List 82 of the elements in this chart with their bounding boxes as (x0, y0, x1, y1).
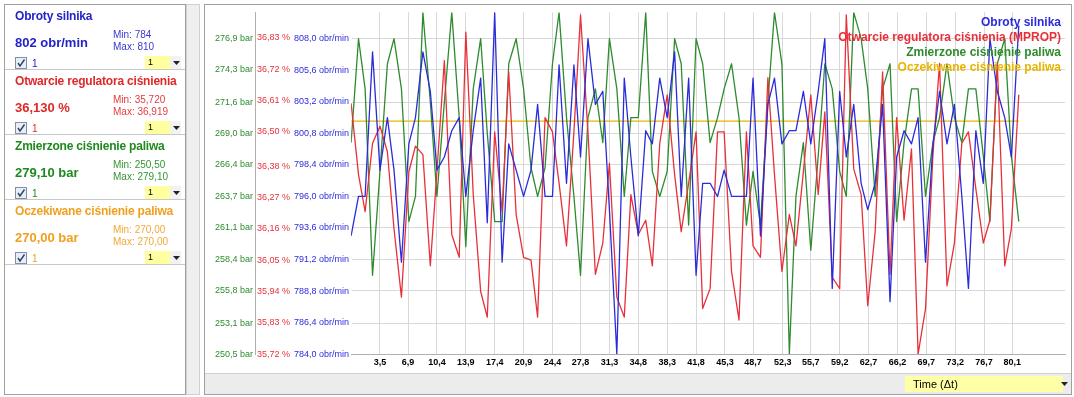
x-tick-label: 17,4 (485, 357, 504, 368)
text: 1 (32, 122, 38, 134)
x-tick-label: 41,8 (687, 357, 705, 368)
y3-tick-label: 788,8 obr/min (294, 285, 350, 296)
y3-tick-label: 784,0 obr/min (294, 348, 350, 359)
y2-tick-label: 36,05 % (257, 254, 291, 265)
y-tick-label: 263,7 bar (215, 190, 254, 201)
text: 802 obr/min (15, 35, 88, 50)
y2-tick-label: 35,94 % (257, 285, 291, 296)
x-tick-label: 48,7 (744, 357, 762, 368)
text: Min: 784 (113, 29, 153, 41)
text: Oczekiwane ciśnienie paliwa (15, 204, 175, 218)
x-tick-label: 66,2 (888, 357, 907, 368)
y-tick-label: 276,9 bar (215, 33, 254, 44)
y2-tick-label: 36,61 % (257, 94, 291, 105)
y3-tick-label: 808,0 obr/min (294, 33, 350, 44)
text: 1 (32, 57, 38, 69)
y3-tick-label: 803,2 obr/min (294, 96, 350, 107)
x-tick-label: 55,7 (802, 357, 820, 368)
text: Max: 36,919 (113, 106, 169, 118)
x-tick-label: 27,8 (571, 357, 590, 368)
x-tick-label: 24,4 (543, 357, 562, 368)
x-tick-label: 76,7 (975, 357, 993, 368)
text: 270,00 bar (15, 230, 79, 245)
text: 36,130 % (15, 100, 70, 115)
x-tick-label: 73,2 (946, 357, 964, 368)
text: Min: 250,50 (113, 159, 167, 171)
text: 1 (145, 121, 170, 134)
y2-tick-label: 36,72 % (257, 63, 291, 74)
x-axis-title: Time (Δt) (905, 376, 1063, 392)
y-tick-label: 261,1 bar (215, 222, 254, 232)
text: Min: 270,00 (113, 224, 167, 236)
text: Obroty silnika (15, 9, 94, 23)
y-tick-label: 269,0 bar (215, 127, 254, 138)
y3-tick-label: 800,8 obr/min (294, 127, 350, 138)
y3-tick-label: 798,4 obr/min (294, 159, 350, 170)
x-tick-label: 31,3 (600, 357, 619, 368)
x-tick-label: 80,1 (1003, 357, 1021, 368)
x-tick-label: 13,9 (457, 357, 475, 368)
text: Otwarcie regulatora ciśnienia (15, 74, 178, 88)
y3-tick-label: 796,0 obr/min (294, 190, 350, 201)
y3-tick-label: 793,6 obr/min (294, 222, 350, 233)
x-tick-label: 45,3 (716, 357, 734, 368)
text: 279,10 bar (15, 165, 79, 180)
x-tick-label: 34,8 (629, 357, 648, 368)
y2-tick-label: 36,27 % (257, 191, 291, 202)
y2-tick-label: 36,38 % (257, 160, 291, 171)
text: 1 (145, 186, 170, 199)
y-tick-label: 266,4 bar (215, 158, 254, 169)
text: Max: 279,10 (113, 171, 169, 183)
y2-tick-label: 36,16 % (257, 223, 291, 234)
x-tick-label: 10,4 (428, 357, 446, 368)
y-tick-label: 258,4 bar (215, 254, 254, 265)
y-tick-label: 255,8 bar (215, 285, 254, 296)
text: Zmierzone ciśnienie paliwa (15, 139, 166, 153)
y2-tick-label: 35,83 % (257, 317, 291, 328)
x-tick-label: 38,3 (658, 357, 676, 368)
x-tick-label: 62,7 (859, 357, 878, 368)
x-tick-label: 6,9 (401, 357, 415, 368)
y3-tick-label: 805,6 obr/min (294, 64, 350, 75)
x-tick-label: 3,5 (373, 357, 387, 368)
y-tick-label: 250,5 bar (215, 348, 254, 359)
text: 1 (32, 187, 38, 199)
text: Max: 270,00 (113, 236, 169, 248)
y3-tick-label: 791,2 obr/min (294, 254, 350, 265)
x-tick-label: 20,9 (514, 357, 533, 368)
series-label: Obroty silnika (980, 14, 1062, 29)
text: 1 (145, 56, 170, 69)
x-tick-label: 52,3 (773, 357, 792, 368)
y-tick-label: 274,3 bar (215, 64, 254, 75)
text: 1 (32, 252, 38, 264)
x-tick-label: 69,7 (917, 357, 936, 368)
y-tick-label: 271,6 bar (215, 96, 254, 107)
text: 1 (145, 251, 170, 264)
text: Max: 810 (113, 41, 155, 53)
text: Min: 35,720 (113, 94, 167, 106)
y-tick-label: 253,1 bar (215, 317, 254, 328)
x-tick-label: 59,2 (830, 357, 849, 368)
y2-tick-label: 36,83 % (257, 32, 291, 43)
y3-tick-label: 786,4 obr/min (294, 317, 350, 328)
y2-tick-label: 35,72 % (257, 348, 291, 359)
y2-tick-label: 36,50 % (257, 126, 291, 137)
